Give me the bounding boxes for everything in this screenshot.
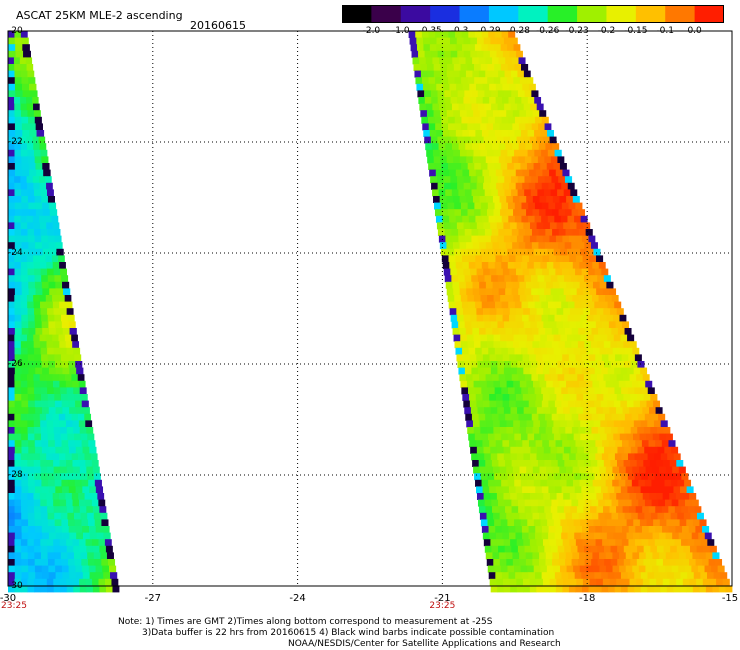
colorbar-segment bbox=[342, 5, 372, 23]
colorbar-segment bbox=[488, 5, 519, 23]
latitude-tick-label: -20 bbox=[8, 26, 23, 36]
colorbar-segment bbox=[400, 5, 431, 23]
colorbar-segment bbox=[665, 5, 696, 23]
colorbar-segment bbox=[635, 5, 666, 23]
colorbar-segment bbox=[577, 5, 608, 23]
note-line-1: Note: 1) Times are GMT 2)Times along bot… bbox=[118, 617, 493, 627]
latitude-tick-label: -24 bbox=[8, 248, 23, 258]
colorbar-frame bbox=[342, 5, 724, 23]
colorbar-segment bbox=[547, 5, 578, 23]
longitude-tick-label: -30 bbox=[0, 593, 17, 604]
colorbar-segment bbox=[459, 5, 490, 23]
colorbar bbox=[342, 5, 724, 23]
colorbar-segment bbox=[371, 5, 402, 23]
colorbar-segment bbox=[606, 5, 637, 23]
colorbar-segment bbox=[694, 5, 724, 23]
latitude-tick-label: -22 bbox=[8, 137, 23, 147]
east-swath bbox=[408, 31, 733, 593]
note-line-3: NOAA/NESDIS/Center for Satellite Applica… bbox=[288, 639, 561, 649]
latitude-tick-label: -30 bbox=[8, 581, 23, 591]
west-swath bbox=[8, 31, 120, 593]
map-title: ASCAT 25KM MLE-2 ascending bbox=[16, 9, 183, 22]
longitude-labels: -30 -27 -24 -21 -18 -15 23:25 23:25 bbox=[0, 593, 739, 611]
plot-frame bbox=[7, 30, 733, 587]
latitude-tick-label: -28 bbox=[8, 470, 23, 480]
longitude-tick-label: -24 bbox=[289, 593, 306, 604]
longitude-tick-label: -21 bbox=[434, 593, 451, 604]
colorbar-segment bbox=[430, 5, 461, 23]
longitude-tick-label: -27 bbox=[144, 593, 161, 604]
map-date: 20160615 bbox=[190, 19, 246, 32]
longitude-tick-label: -15 bbox=[721, 593, 739, 604]
gridlines bbox=[7, 30, 733, 587]
note-line-2: 3)Data buffer is 22 hrs from 20160615 4)… bbox=[142, 628, 555, 638]
pass-time-label: 23:25 bbox=[429, 601, 456, 611]
wind-map-plot bbox=[7, 30, 733, 593]
colorbar-segment bbox=[518, 5, 549, 23]
pass-time-label: 23:25 bbox=[1, 601, 27, 611]
longitude-tick-label: -18 bbox=[579, 593, 596, 604]
latitude-labels: -20 -22 -24 -26 -28 -30 bbox=[0, 0, 40, 600]
latitude-tick-label: -26 bbox=[8, 359, 23, 369]
